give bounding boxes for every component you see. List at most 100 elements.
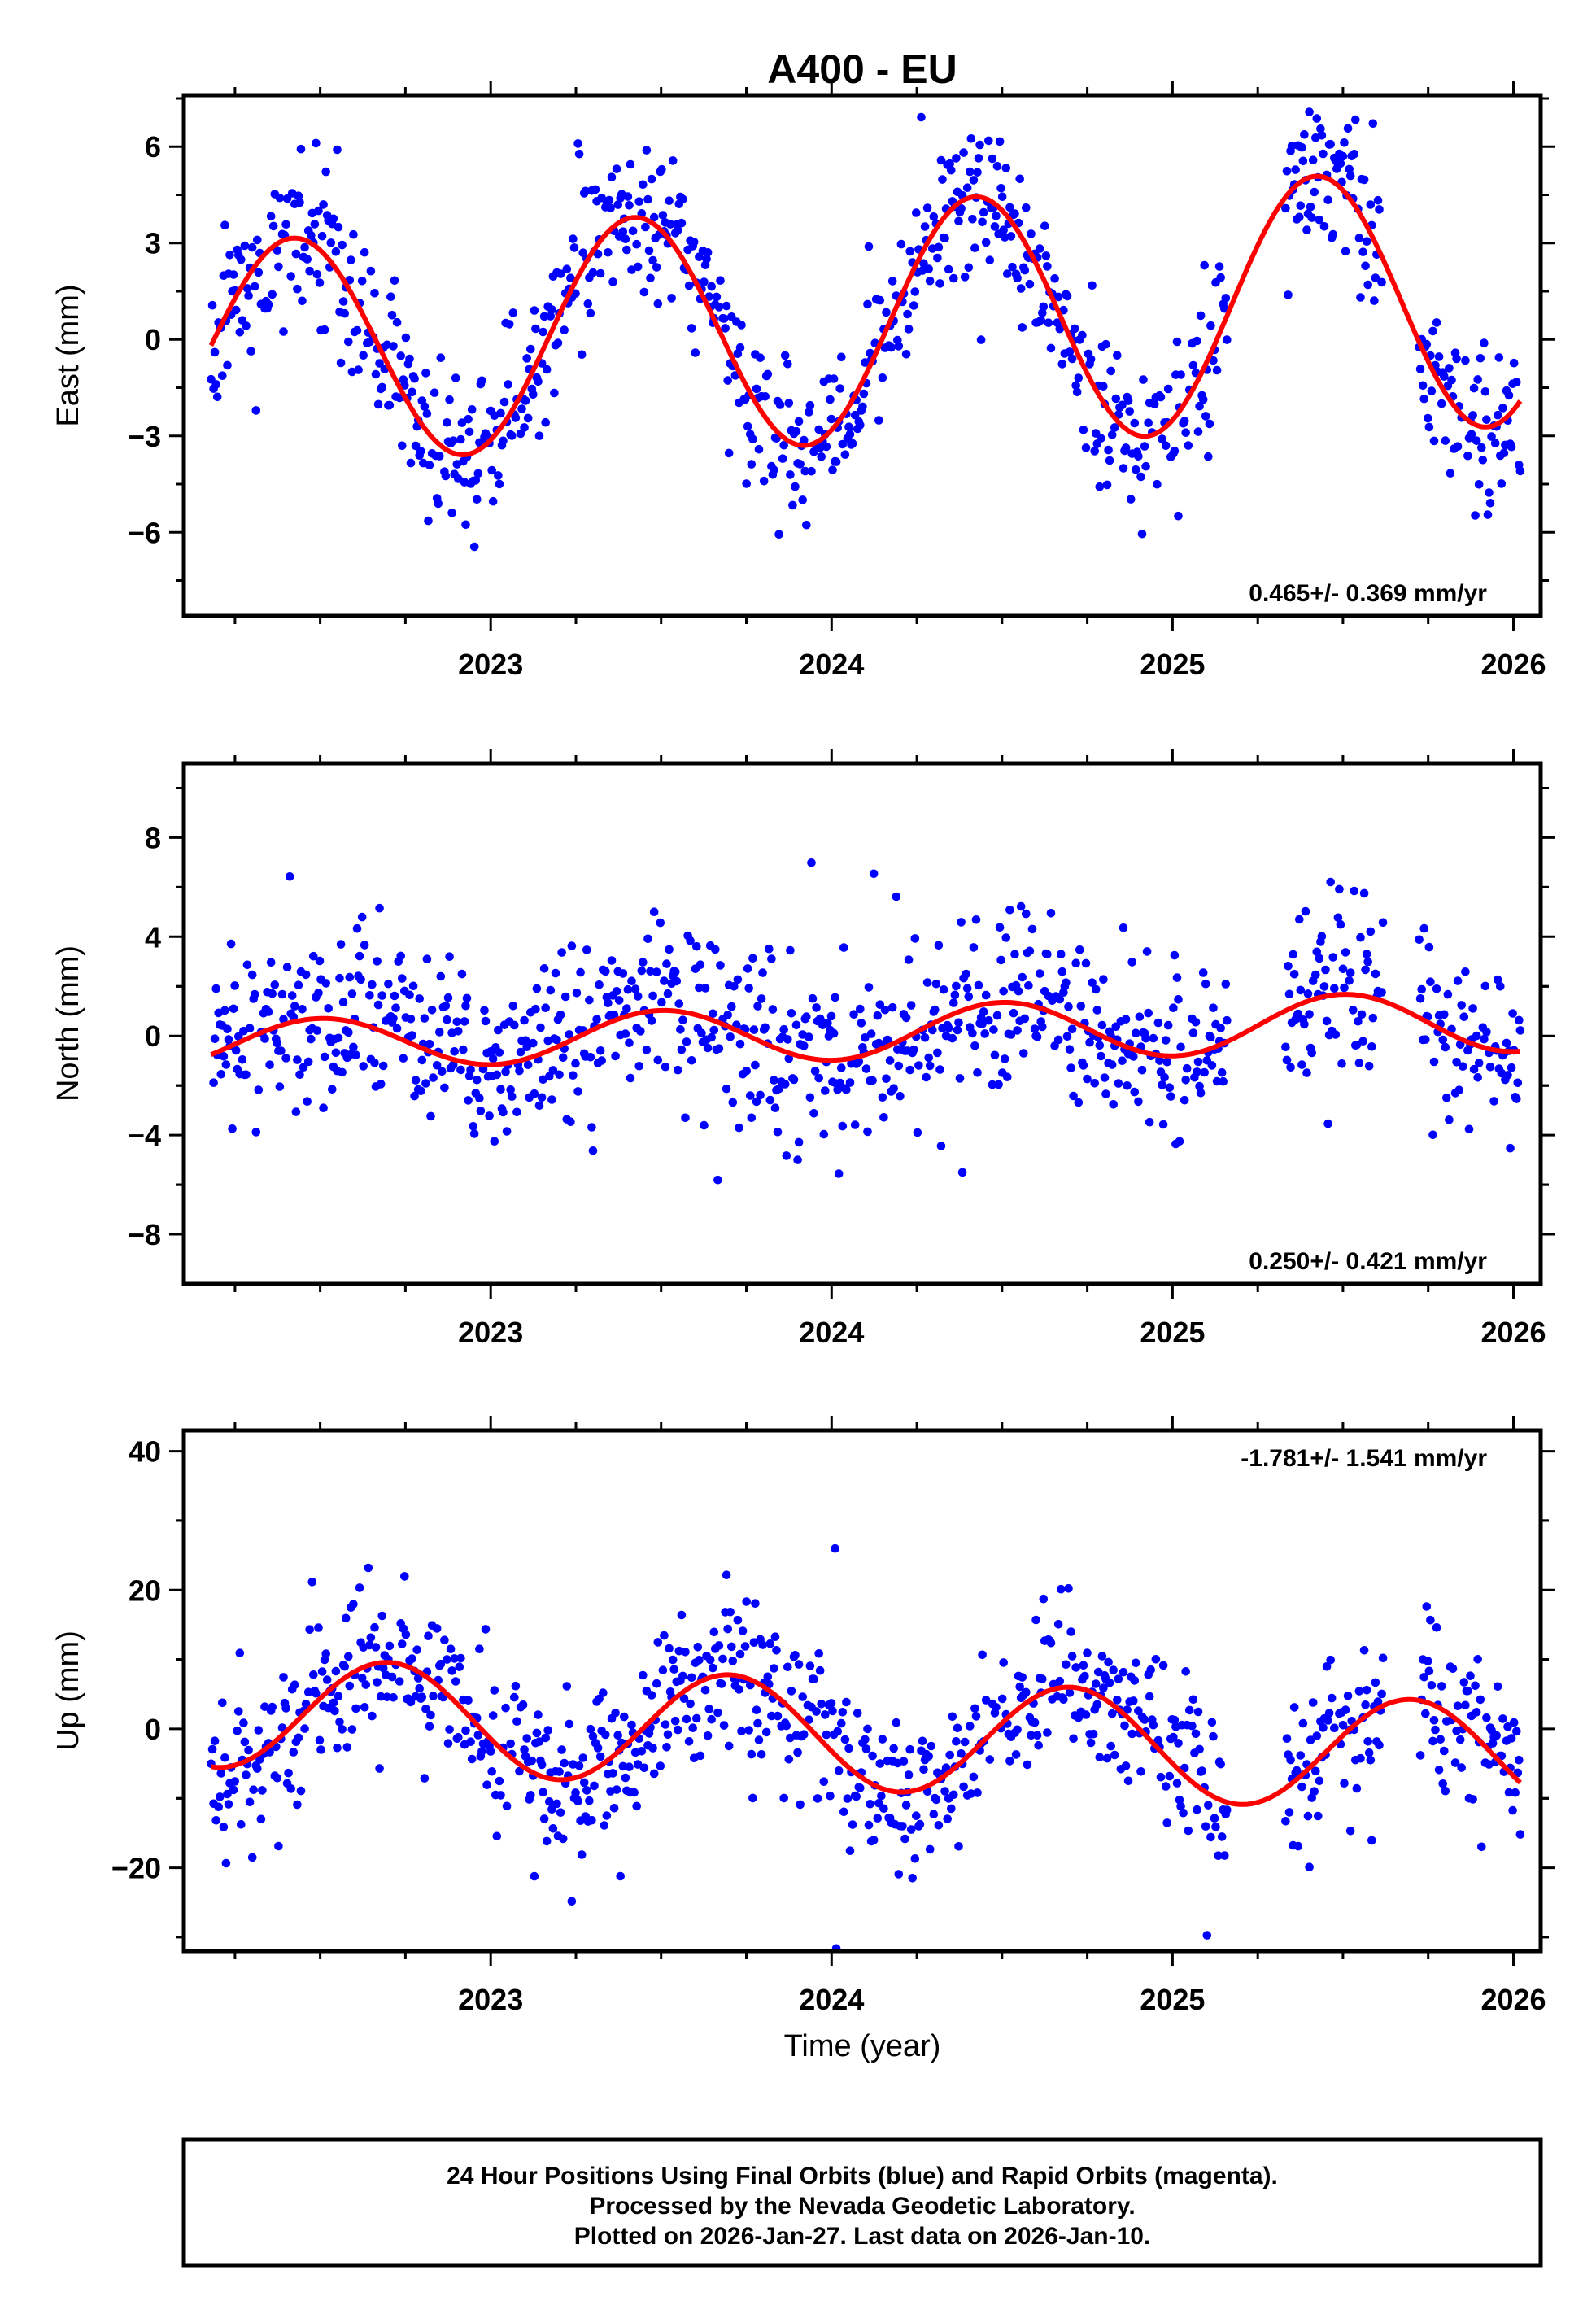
footer-box: 24 Hour Positions Using Final Orbits (bl… [181,2137,1543,2268]
data-point [585,1796,594,1805]
data-point [627,1720,636,1730]
data-point [207,300,217,310]
data-point [1468,411,1477,420]
data-point [735,1039,745,1049]
data-point [976,335,986,344]
data-point [1097,434,1105,443]
data-point [1162,1818,1171,1827]
data-point [1455,1735,1465,1744]
data-point [336,940,346,949]
data-point [1210,1814,1219,1823]
data-point [714,303,724,312]
data-point [966,167,975,177]
data-point [1493,1682,1502,1692]
y-tick-label: −6 [128,516,161,549]
data-point [1282,167,1292,176]
data-point [230,1777,240,1786]
data-point [475,1094,484,1103]
data-point [1193,1067,1201,1076]
data-point [495,1048,504,1057]
data-point [579,1778,589,1788]
data-point [703,1731,713,1740]
data-point [502,1127,512,1136]
data-point [727,1002,736,1011]
data-point [429,1692,438,1700]
data-point [1417,984,1426,994]
data-point [850,1120,860,1129]
data-point [1354,1687,1364,1696]
data-point [726,1608,735,1617]
data-point [1326,1655,1335,1665]
data-point [392,317,402,327]
east-frame [181,93,1543,618]
data-point [861,1064,871,1073]
data-point [317,1667,327,1676]
data-point [281,1704,290,1713]
data-point [534,1710,543,1719]
data-point [1057,360,1067,369]
data-point [1223,335,1232,344]
data-point [1110,423,1119,432]
data-point [370,1059,379,1067]
data-point [573,1087,582,1096]
data-point [840,1735,850,1744]
data-point [695,983,704,993]
data-point [910,1854,920,1863]
data-point [676,1025,685,1034]
data-point [452,1017,462,1027]
data-point [555,1070,564,1080]
data-point [396,351,406,360]
data-point [621,1029,630,1038]
data-point [273,1038,282,1048]
data-point [1366,927,1376,936]
data-point [717,1679,726,1688]
data-point [1478,456,1488,465]
data-point [286,272,296,281]
data-point [1072,387,1082,397]
data-point [1341,1705,1350,1714]
data-point [1064,1002,1073,1011]
data-point [1459,1012,1469,1021]
data-point [577,1850,587,1859]
data-point [375,1764,384,1773]
data-point [944,1024,953,1032]
data-point [1503,1722,1512,1731]
data-point [231,1046,241,1055]
data-point [696,1751,705,1761]
data-point [1345,171,1355,181]
data-point [618,1761,628,1771]
data-point [441,471,451,481]
data-point [511,1681,521,1691]
data-point [954,216,963,226]
data-point [1298,1718,1308,1728]
data-point [1328,229,1337,239]
data-point [678,194,687,204]
data-point [473,469,483,478]
data-point [1071,381,1080,391]
data-point [1053,1620,1063,1629]
data-point [226,939,236,949]
data-point [1432,318,1441,327]
x-tick-label: 2023 [458,1316,523,1349]
data-point [487,1767,496,1776]
data-point [530,1089,539,1098]
data-point [612,164,621,173]
data-point [794,1660,804,1669]
data-point [788,500,797,510]
data-point [1055,994,1065,1004]
data-point [1137,1065,1147,1075]
data-point [643,194,652,204]
data-point [1198,968,1208,977]
x-tick-label: 2024 [799,1316,864,1349]
data-point [1427,386,1437,395]
data-point [242,321,251,330]
data-point [866,1029,876,1038]
data-point [1046,909,1056,918]
data-point [608,277,617,286]
data-point [1336,159,1345,168]
data-point [1155,1056,1164,1065]
data-point [360,1703,369,1712]
data-point [546,985,556,995]
data-point [1136,1767,1145,1776]
data-point [728,1657,738,1665]
